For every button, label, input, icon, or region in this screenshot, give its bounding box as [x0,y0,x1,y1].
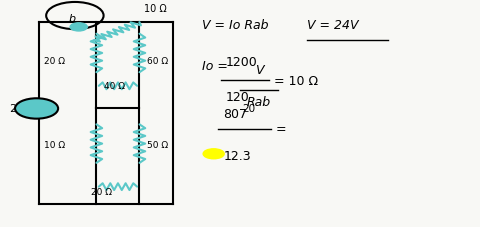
Text: 120: 120 [226,91,250,104]
Circle shape [70,24,87,32]
Text: 20 Ω: 20 Ω [91,187,112,196]
Text: 20: 20 [242,104,255,114]
Text: 24 V: 24 V [10,104,36,114]
Text: 12.3: 12.3 [223,150,251,163]
Text: b: b [69,14,76,24]
Text: V: V [255,64,264,77]
Text: 50 Ω: 50 Ω [147,141,168,150]
Text: 807: 807 [223,107,247,120]
Text: V = Io Rab: V = Io Rab [202,19,268,32]
Text: Rab: Rab [247,95,271,109]
Text: 10 Ω: 10 Ω [144,4,167,14]
Circle shape [203,149,224,159]
Text: 40 Ω: 40 Ω [104,82,125,91]
Text: 1200: 1200 [226,55,257,68]
Text: 10 Ω: 10 Ω [44,141,65,150]
Text: V = 24V: V = 24V [307,19,359,32]
Text: 60 Ω: 60 Ω [147,57,168,66]
Text: Io =: Io = [202,59,231,72]
Text: 20 Ω: 20 Ω [44,57,65,66]
Text: =: = [276,123,287,136]
Text: = 10 Ω: = 10 Ω [274,74,318,87]
Circle shape [15,99,58,119]
